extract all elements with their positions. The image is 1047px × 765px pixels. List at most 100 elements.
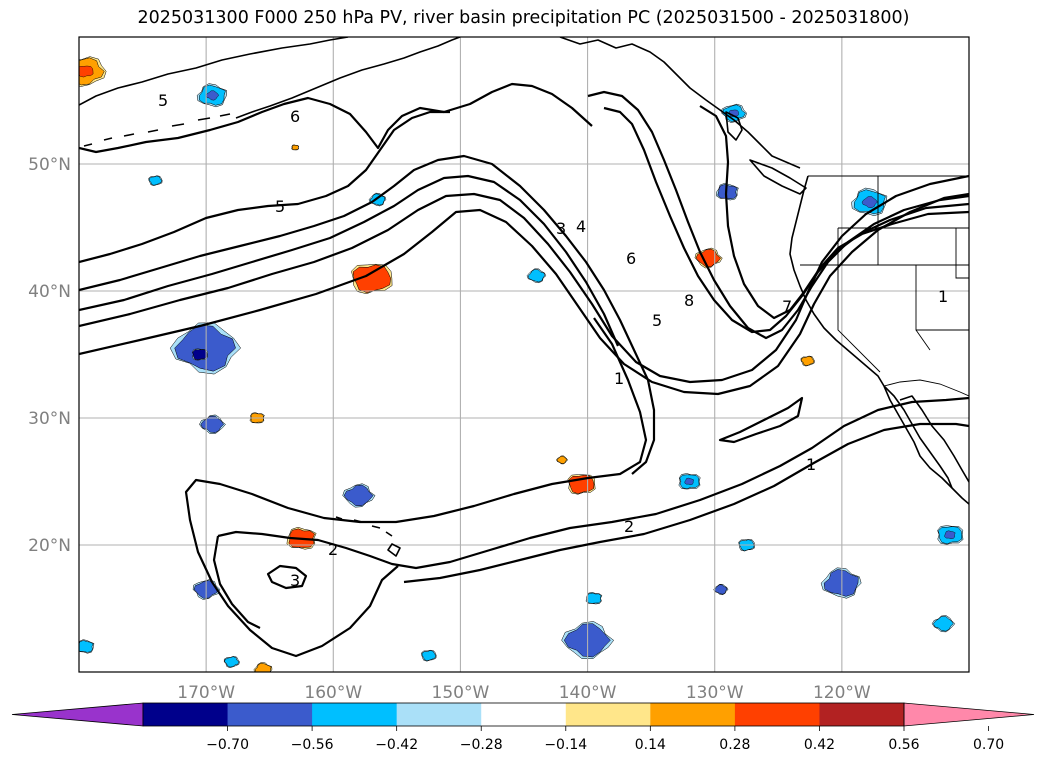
pv-contour [79, 174, 620, 347]
longitude-tick-label: 170°W [177, 683, 235, 703]
colorbar: −0.70 −0.56 −0.42 −0.28 −0.14 0.14 0.28 0.42 0.5… [11, 702, 1035, 753]
baja-california [883, 385, 969, 489]
pv-contours [79, 82, 969, 658]
longitude-tick-label: 130°W [686, 683, 744, 703]
colorbar-tick-label: 0.28 [719, 737, 750, 753]
latitude-tick-label: 50°N [28, 155, 71, 175]
aleutian-islands [83, 113, 231, 147]
colorbar-segment [396, 703, 482, 726]
colorbar-tick-label: 0.56 [888, 737, 919, 753]
pv-contour [403, 422, 969, 584]
precip-pc-blob [148, 175, 162, 186]
pv-contour [79, 192, 969, 396]
precip-pc-blob [823, 569, 859, 597]
precip-pc-blob [255, 662, 272, 672]
precip-pc-blob [421, 650, 436, 661]
longitude-tick-labels: 170°W 160°W 150°W 140°W 130°W 120°W [177, 683, 871, 703]
colorbar-segment [312, 703, 398, 726]
precip-pc-core [684, 477, 694, 486]
longitude-tick-label: 150°W [432, 683, 490, 703]
pv-contour [699, 105, 969, 320]
colorbar-segment [481, 703, 567, 726]
pv-contour-label: 4 [576, 217, 586, 236]
longitude-tick-label: 160°W [304, 683, 362, 703]
coastlines [79, 37, 969, 557]
precip-pc-blob [291, 144, 299, 151]
colorbar-extend-min [11, 702, 144, 727]
colorbar-segment [143, 703, 229, 726]
haida-gwaii [725, 111, 743, 141]
colorbar-frame [142, 702, 905, 727]
pv-contour [184, 317, 648, 658]
colorbar-tick-label: −0.14 [544, 737, 587, 753]
pv-contour [79, 110, 450, 264]
precip-pc-blob [556, 456, 568, 464]
map-title: 2025031300 F000 250 hPa PV, river basin … [137, 8, 910, 28]
colorbar-tick-label: −0.28 [460, 737, 503, 753]
colorbar-segment [227, 703, 313, 726]
precip-pc-blob [586, 592, 602, 604]
alaska-peninsula-coast [235, 37, 461, 119]
precip-pc-core [79, 65, 94, 78]
map-frame [78, 36, 970, 673]
colorbar-tick-label: −0.56 [291, 737, 334, 753]
precip-pc-shading [79, 56, 964, 672]
pv-contour-label: 6 [626, 249, 636, 268]
precip-pc-blob [528, 269, 545, 283]
precip-pc-blob [933, 616, 954, 632]
precip-pc-blob [79, 640, 94, 653]
pv-contour-label: 3 [556, 219, 566, 238]
pv-contour [79, 82, 593, 154]
pv-contour [79, 174, 969, 384]
pv-contour-label: 1 [614, 369, 624, 388]
pv-contour-label: 2 [624, 517, 634, 536]
pv-contour-label: 8 [684, 291, 694, 310]
longitude-tick-label: 140°W [559, 683, 617, 703]
precip-pc-blob [717, 184, 738, 200]
colorbar-tick-label: −0.70 [206, 737, 249, 753]
precip-pc-core [944, 530, 956, 539]
us-west-coast [789, 175, 969, 505]
longitude-tick-label: 120°W [813, 683, 871, 703]
precip-pc-blob [192, 349, 208, 361]
pv-contour-label: 5 [275, 197, 285, 216]
latitude-tick-labels: 20°N 30°N 40°N 50°N [28, 155, 71, 556]
colorbar-segment [650, 703, 736, 726]
precip-pc-blob [343, 484, 374, 507]
alaska-coast [79, 37, 349, 106]
precip-pc-core [861, 196, 878, 209]
us-mexico-border [883, 379, 969, 397]
latitude-tick-label: 40°N [28, 282, 71, 302]
colorbar-segment [819, 703, 905, 726]
colorbar-tick-label: −0.42 [375, 737, 418, 753]
pv-contour-label: 2 [328, 540, 338, 559]
pv-contour-label: 5 [652, 311, 662, 330]
colorbar-segment [565, 703, 651, 726]
pv-contour [79, 154, 656, 475]
pv-contour-label: 3 [290, 571, 300, 590]
us-state-borders [800, 176, 969, 373]
pv-contour [266, 564, 308, 590]
pv-contour-label: 5 [158, 91, 168, 110]
pv-contour-label: 7 [782, 297, 792, 316]
pv-contour [217, 396, 969, 570]
pv-contour-labels: 5 6 5 3 4 6 8 5 1 7 1 2 1 2 3 [158, 91, 948, 590]
colorbar-tick-label: 0.42 [804, 737, 835, 753]
colorbar-extend-max [903, 702, 1035, 727]
precip-pc-blob [224, 656, 240, 668]
colorbar-tick-label: 0.14 [635, 737, 666, 753]
colorbar-segment [734, 703, 820, 726]
gulf-of-alaska-coast [559, 37, 801, 169]
precip-pc-blob [174, 324, 236, 372]
precip-pc-blob [801, 356, 815, 366]
pv-contour [212, 535, 261, 629]
colorbar-tick-label: 0.70 [973, 737, 1004, 753]
pv-contour [718, 396, 804, 444]
latitude-tick-label: 30°N [28, 409, 71, 429]
pv-contour-label: 1 [938, 287, 948, 306]
latitude-tick-label: 20°N [28, 536, 71, 556]
pv-contour-label: 1 [806, 455, 816, 474]
graticule [79, 37, 969, 672]
pv-contour-label: 6 [290, 107, 300, 126]
